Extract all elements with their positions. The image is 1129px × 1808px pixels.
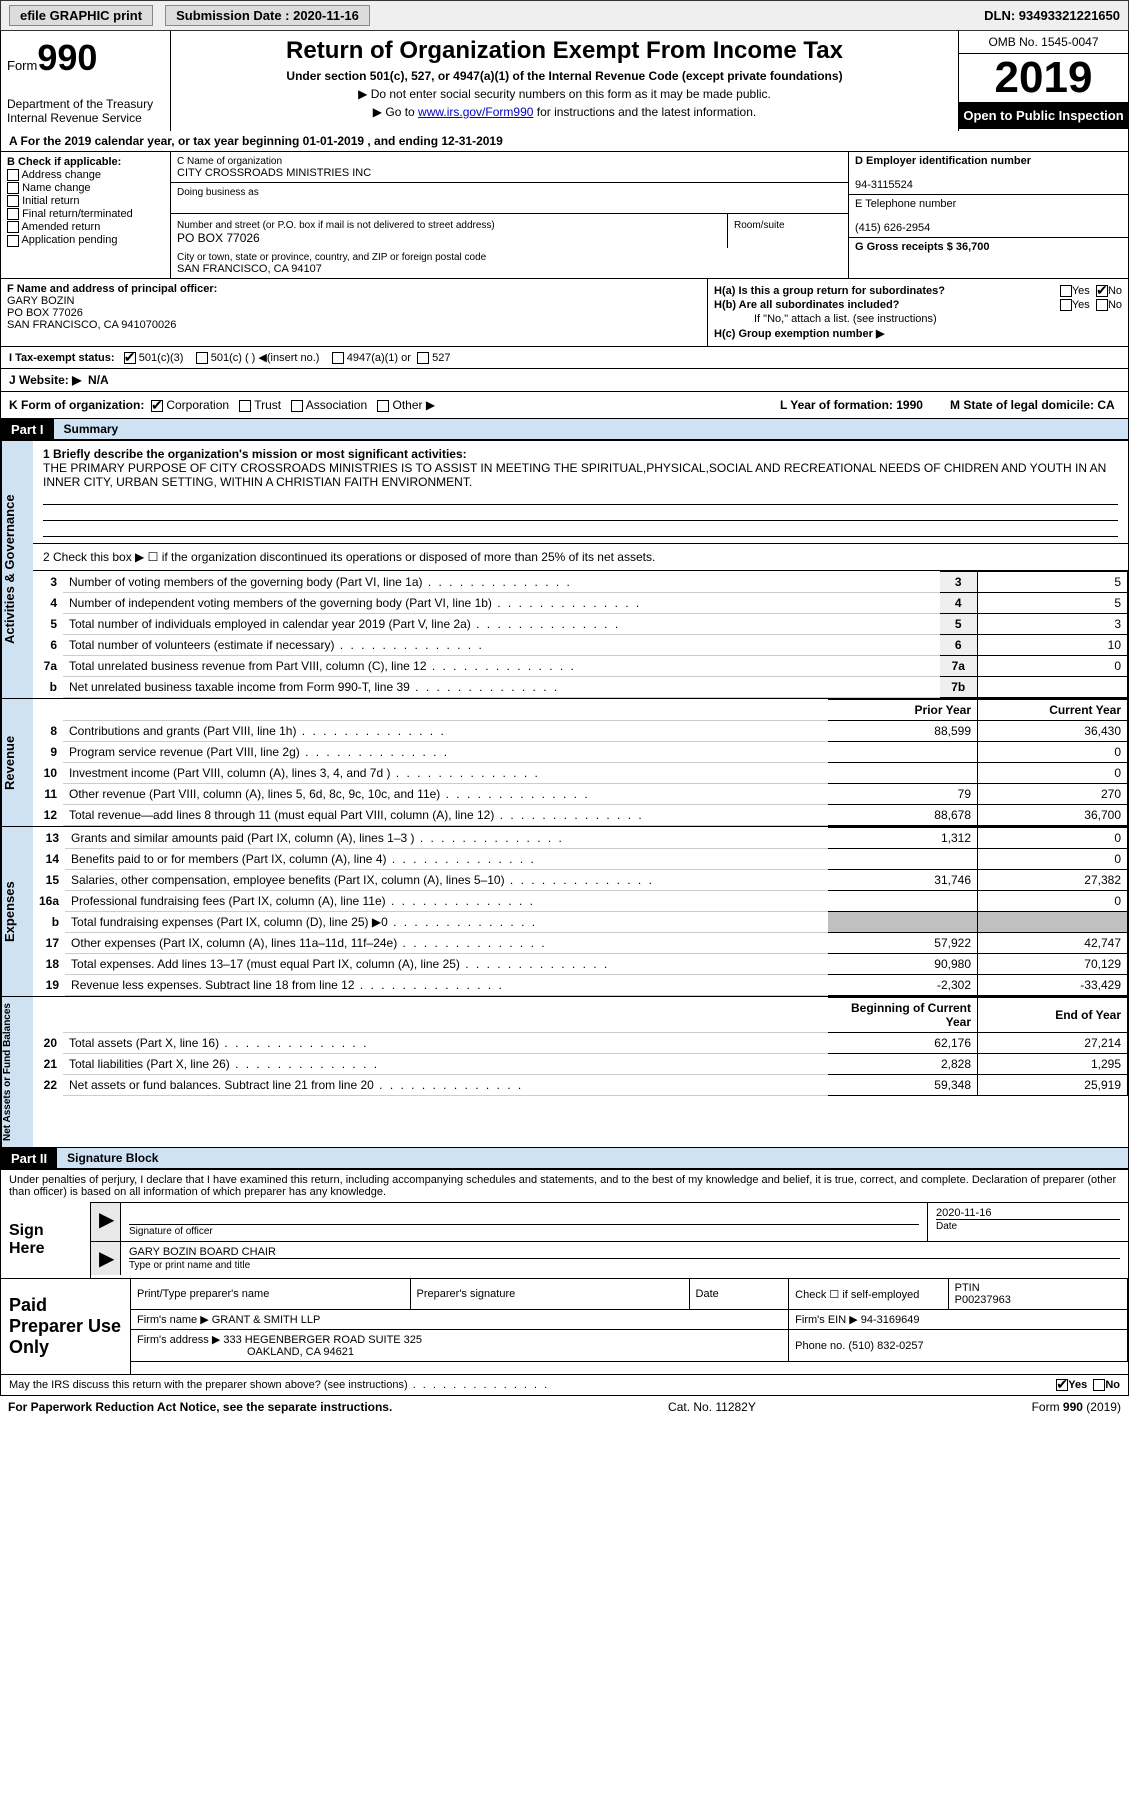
- dept-label: Department of the TreasuryInternal Reven…: [7, 97, 164, 125]
- k-form-row: K Form of organization: Corporation Trus…: [0, 392, 1129, 419]
- amended-return-checkbox[interactable]: [7, 221, 19, 233]
- discuss-question: May the IRS discuss this return with the…: [9, 1379, 1056, 1391]
- form-note1: ▶ Do not enter social security numbers o…: [181, 87, 948, 101]
- net-assets-section: Net Assets or Fund Balances Beginning of…: [0, 997, 1129, 1148]
- revenue-table: Prior YearCurrent Year8Contributions and…: [33, 699, 1128, 826]
- efile-print-button[interactable]: efile GRAPHIC print: [9, 5, 153, 26]
- firm-name: GRANT & SMITH LLP: [212, 1314, 321, 1326]
- side-label-expenses: Expenses: [1, 827, 33, 996]
- corp-checkbox[interactable]: [151, 400, 163, 412]
- discuss-yes-checkbox[interactable]: [1056, 1379, 1068, 1391]
- part1-title: Summary: [54, 419, 1128, 440]
- expenses-section: Expenses 13Grants and similar amounts pa…: [0, 827, 1129, 997]
- section-fh: F Name and address of principal officer:…: [0, 279, 1129, 347]
- 527-checkbox[interactable]: [417, 352, 429, 364]
- sign-here-label: Sign Here: [1, 1202, 91, 1278]
- expenses-table: 13Grants and similar amounts paid (Part …: [33, 827, 1128, 996]
- hb-no-checkbox[interactable]: [1096, 299, 1108, 311]
- hb-yes-checkbox[interactable]: [1060, 299, 1072, 311]
- 4947-checkbox[interactable]: [332, 352, 344, 364]
- activities-governance-section: Activities & Governance 1 Briefly descri…: [0, 441, 1129, 699]
- paid-preparer-label: Paid Preparer Use Only: [1, 1279, 131, 1374]
- dln-label: DLN: 93493321221650: [984, 8, 1120, 23]
- org-city: SAN FRANCISCO, CA 94107: [177, 263, 322, 275]
- initial-return-checkbox[interactable]: [7, 195, 19, 207]
- governance-table: 3Number of voting members of the governi…: [33, 571, 1128, 698]
- form990-link[interactable]: www.irs.gov/Form990: [418, 105, 533, 119]
- state-domicile: M State of legal domicile: CA: [950, 398, 1120, 412]
- ptin-value: P00237963: [955, 1294, 1011, 1306]
- netassets-table: Beginning of Current YearEnd of Year20To…: [33, 997, 1128, 1096]
- sign-date: 2020-11-16: [936, 1207, 991, 1219]
- side-label-governance: Activities & Governance: [1, 441, 33, 698]
- line-a: A For the 2019 calendar year, or tax yea…: [0, 131, 1129, 152]
- mission-text: THE PRIMARY PURPOSE OF CITY CROSSROADS M…: [43, 461, 1106, 489]
- ein-value: 94-3115524: [855, 179, 913, 191]
- officer-name: GARY BOZIN: [7, 295, 74, 307]
- omb-number: OMB No. 1545-0047: [959, 31, 1128, 54]
- 501c3-checkbox[interactable]: [124, 352, 136, 364]
- section-bcde: B Check if applicable: Address change Na…: [0, 152, 1129, 279]
- website-value: N/A: [88, 373, 109, 387]
- form-header: Form990 Department of the TreasuryIntern…: [0, 31, 1129, 131]
- website-row: J Website: ▶ N/A: [0, 369, 1129, 392]
- col-b-checkboxes: B Check if applicable: Address change Na…: [1, 152, 171, 278]
- form-note2: ▶ Go to www.irs.gov/Form990 for instruct…: [181, 105, 948, 119]
- org-address: PO BOX 77026: [177, 231, 260, 245]
- name-change-checkbox[interactable]: [7, 182, 19, 194]
- line2-discontinued: 2 Check this box ▶ ☐ if the organization…: [33, 544, 1128, 571]
- form-number: Form990: [7, 37, 164, 79]
- firm-ein: 94-3169649: [861, 1314, 920, 1326]
- discuss-no-checkbox[interactable]: [1093, 1379, 1105, 1391]
- final-return-checkbox[interactable]: [7, 208, 19, 220]
- top-bar: efile GRAPHIC print Submission Date : 20…: [0, 0, 1129, 31]
- firm-address: 333 HEGENBERGER ROAD SUITE 325: [223, 1334, 422, 1346]
- tax-status-row: I Tax-exempt status: 501(c)(3) 501(c) ( …: [0, 347, 1129, 369]
- form-subtitle: Under section 501(c), 527, or 4947(a)(1)…: [181, 69, 948, 83]
- 501c-checkbox[interactable]: [196, 352, 208, 364]
- sign-arrow-icon-2: ▶: [91, 1242, 121, 1275]
- trust-checkbox[interactable]: [239, 400, 251, 412]
- gross-receipts: G Gross receipts $ 36,700: [855, 241, 990, 253]
- other-checkbox[interactable]: [377, 400, 389, 412]
- ha-yes-checkbox[interactable]: [1060, 285, 1072, 297]
- tax-year: 2019: [959, 54, 1128, 102]
- penalty-statement: Under penalties of perjury, I declare th…: [1, 1170, 1128, 1202]
- application-pending-checkbox[interactable]: [7, 235, 19, 247]
- form-title: Return of Organization Exempt From Incom…: [181, 37, 948, 65]
- page-footer: For Paperwork Reduction Act Notice, see …: [0, 1396, 1129, 1418]
- side-label-revenue: Revenue: [1, 699, 33, 826]
- officer-signature-name: GARY BOZIN BOARD CHAIR: [129, 1246, 276, 1258]
- assoc-checkbox[interactable]: [291, 400, 303, 412]
- org-name: CITY CROSSROADS MINISTRIES INC: [177, 167, 371, 179]
- part2-title: Signature Block: [57, 1148, 1128, 1169]
- address-change-checkbox[interactable]: [7, 169, 19, 181]
- side-label-netassets: Net Assets or Fund Balances: [1, 997, 33, 1147]
- signature-block: Under penalties of perjury, I declare th…: [0, 1170, 1129, 1396]
- sign-arrow-icon: ▶: [91, 1203, 121, 1241]
- ha-no-checkbox[interactable]: [1096, 285, 1108, 297]
- part1-header: Part I: [1, 419, 54, 440]
- revenue-section: Revenue Prior YearCurrent Year8Contribut…: [0, 699, 1129, 827]
- firm-phone: (510) 832-0257: [848, 1340, 923, 1352]
- telephone: (415) 626-2954: [855, 222, 930, 234]
- open-inspection: Open to Public Inspection: [959, 102, 1128, 129]
- submission-date-button[interactable]: Submission Date : 2020-11-16: [165, 5, 370, 26]
- year-formation: L Year of formation: 1990: [780, 398, 950, 412]
- part2-header: Part II: [1, 1148, 57, 1169]
